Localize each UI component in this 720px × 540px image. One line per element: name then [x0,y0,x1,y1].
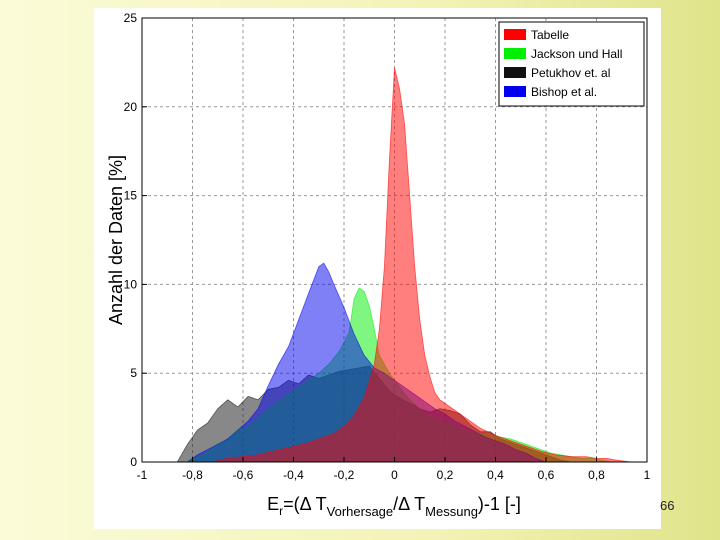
area-series-tabelle [212,67,632,463]
y-tick-label: 15 [124,189,138,203]
x-label-sub1: Vorhersage [327,504,394,519]
histogram-chart: -1 -0,8 -0,6 -0,4 -0,2 0 0,2 0,4 0,6 0,8 105101520… [106,11,651,519]
tick-layer: -1 -0,8 -0,6 -0,4 -0,2 0 0,2 0,4 0,6 0,8 105101520… [124,11,651,482]
series-layer [176,67,632,463]
x-tick-label: -0,6 [233,468,254,482]
x-label-part2: /Δ T [393,494,425,514]
legend-swatch-bishop-et-al [504,86,526,97]
x-tick-label: 0,8 [588,468,605,482]
x-label-sub2: Messung [425,504,478,519]
x-tick-label: 0,6 [538,468,555,482]
legend-label-jackson-und-hall: Jackson und Hall [531,47,622,61]
x-label-prefix: E [267,494,279,514]
x-label-prefix-sub: r [279,504,283,518]
y-tick-label: 25 [124,11,138,25]
y-axis-label: Anzahl der Daten [%] [106,155,126,325]
x-tick-label: -0,8 [182,468,203,482]
y-tick-label: 20 [124,100,138,114]
x-axis-label: Er=(Δ TVorhersage/Δ TMessung)-1 [-] [267,494,521,519]
x-tick-label: 1 [644,468,651,482]
page-number: 66 [660,498,675,513]
x-tick-label: 0,2 [437,468,454,482]
y-tick-label: 10 [124,277,138,291]
y-tick-label: 5 [130,366,137,380]
x-tick-label: -0,4 [283,468,304,482]
legend: Tabelle Jackson und Hall Petukhov et. al Bi… [498,21,645,107]
x-label-part1: =(Δ T [283,494,327,514]
legend-label-tabelle: Tabelle [531,28,569,42]
legend-label-bishop-et-al: Bishop et al. [531,85,597,99]
x-tick-label: 0,4 [487,468,504,482]
x-tick-label: 0 [391,468,398,482]
y-tick-label: 0 [130,455,137,469]
legend-swatch-petukhov-et-al [504,67,526,78]
legend-swatch-tabelle [504,29,526,40]
legend-swatch-jackson-und-hall [504,48,526,59]
legend-label-petukhov-et-al: Petukhov et. al [531,66,610,80]
x-label-part3: )-1 [-] [478,494,521,514]
x-tick-label: -1 [137,468,148,482]
x-tick-label: -0,2 [334,468,355,482]
slide-panel: -1 -0,8 -0,6 -0,4 -0,2 0 0,2 0,4 0,6 0,8 1 0 5 10 15 20… [94,8,661,529]
